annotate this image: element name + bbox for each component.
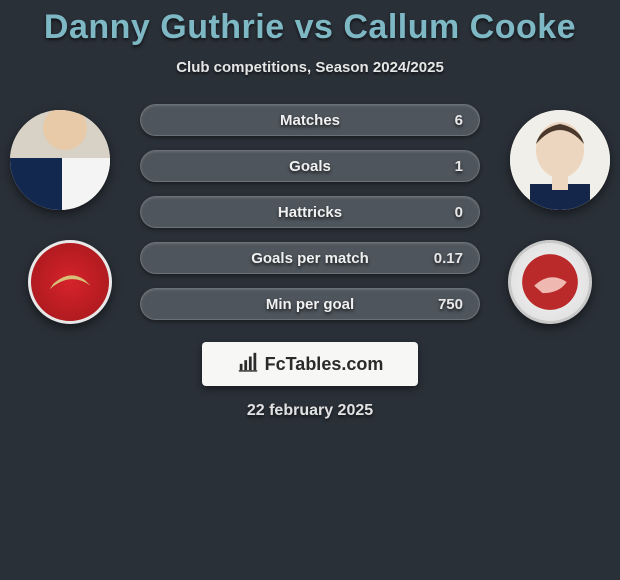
player2-name: Callum Cooke xyxy=(343,8,576,46)
stat-row-min-per-goal: Min per goal 750 xyxy=(140,288,480,320)
page-title: Danny Guthrie vs Callum Cooke xyxy=(0,8,620,47)
stat-value: 0 xyxy=(455,204,463,221)
branding-text: FcTables.com xyxy=(265,354,384,375)
player2-club-badge xyxy=(508,240,592,324)
comparison-content: Matches 6 Goals 1 Hattricks 0 Goals per … xyxy=(0,104,620,420)
player1-avatar xyxy=(10,110,110,210)
stat-value: 1 xyxy=(455,158,463,175)
stat-value: 0.17 xyxy=(434,250,463,267)
player2-avatar xyxy=(510,110,610,210)
stat-label: Hattricks xyxy=(278,204,342,221)
stat-row-goals: Goals 1 xyxy=(140,150,480,182)
branding-badge: FcTables.com xyxy=(202,342,418,386)
stats-bars: Matches 6 Goals 1 Hattricks 0 Goals per … xyxy=(140,104,480,320)
stat-row-hattricks: Hattricks 0 xyxy=(140,196,480,228)
stat-row-matches: Matches 6 xyxy=(140,104,480,136)
chart-icon xyxy=(237,351,259,378)
stat-label: Min per goal xyxy=(266,296,354,313)
stat-value: 6 xyxy=(455,112,463,129)
player1-name: Danny Guthrie xyxy=(44,8,285,46)
vs-text: vs xyxy=(295,8,334,46)
subtitle: Club competitions, Season 2024/2025 xyxy=(0,59,620,76)
date-text: 22 february 2025 xyxy=(0,402,620,420)
player1-club-badge xyxy=(28,240,112,324)
stat-value: 750 xyxy=(438,296,463,313)
stat-label: Matches xyxy=(280,112,340,129)
stat-label: Goals xyxy=(289,158,331,175)
stat-label: Goals per match xyxy=(251,250,369,267)
stat-row-goals-per-match: Goals per match 0.17 xyxy=(140,242,480,274)
